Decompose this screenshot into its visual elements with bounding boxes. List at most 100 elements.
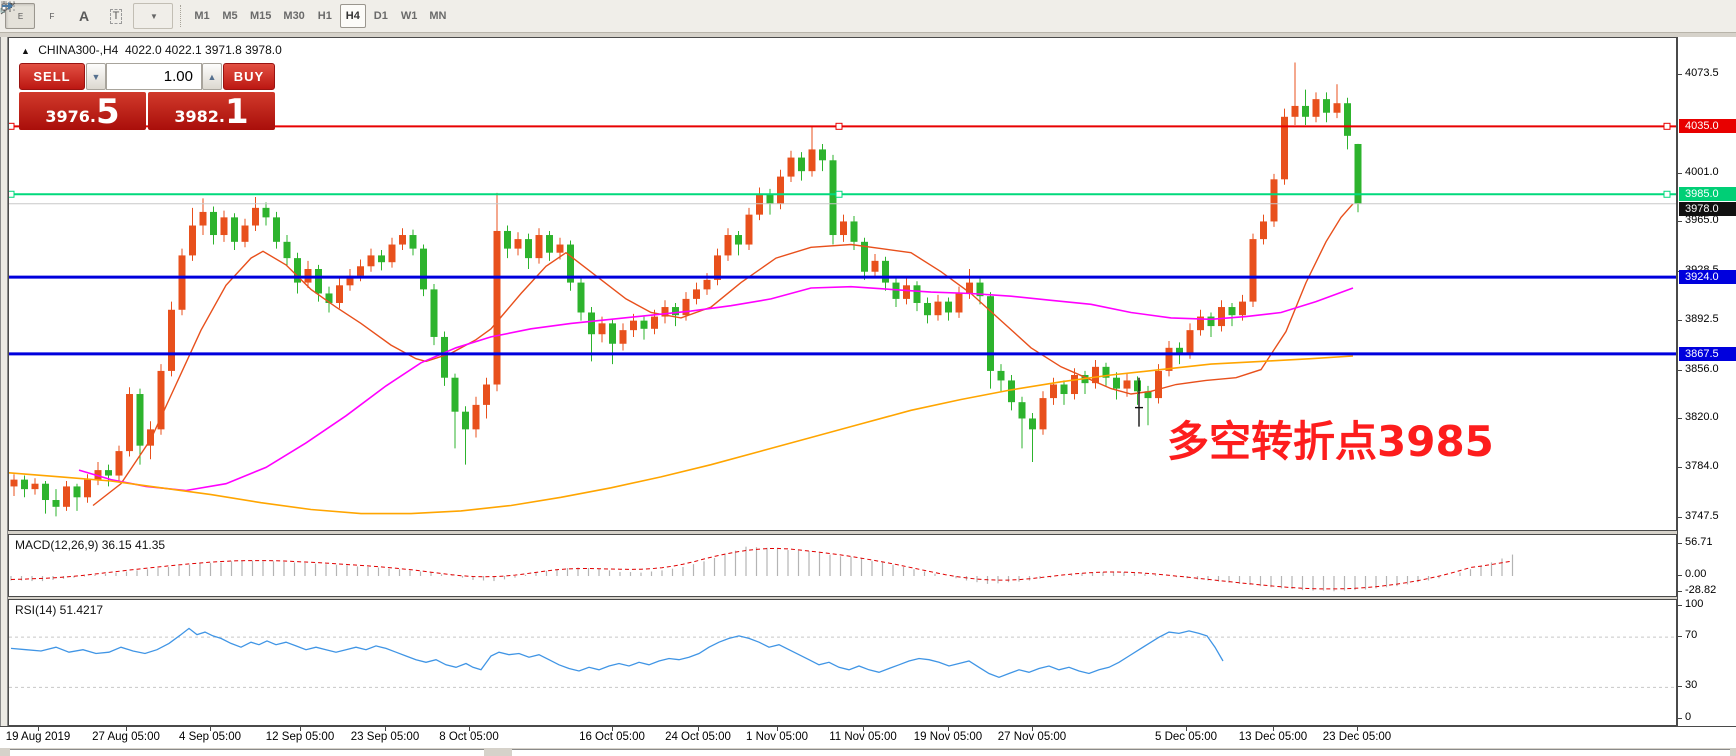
- price-tick: [1678, 418, 1682, 419]
- date-tick: [385, 727, 386, 731]
- hline-handle[interactable]: [835, 190, 843, 198]
- candle: [252, 196, 259, 231]
- date-tick: [210, 727, 211, 731]
- sell-button[interactable]: SELL: [19, 63, 85, 90]
- candle: [777, 169, 784, 210]
- candle: [609, 319, 616, 365]
- timeframe-button-m1[interactable]: M1: [194, 10, 210, 22]
- price-tick: [1678, 173, 1682, 174]
- hline-handle[interactable]: [835, 122, 843, 130]
- bottom-subwindow-right: [512, 749, 1730, 756]
- candle: [189, 207, 196, 261]
- candle: [430, 283, 438, 346]
- candle: [577, 277, 585, 321]
- candle: [472, 396, 480, 438]
- letter-a-icon: A: [78, 8, 90, 24]
- cursor-tool-button[interactable]: ▼: [0, 2, 173, 29]
- candle: [367, 248, 375, 272]
- candle: [420, 244, 427, 297]
- chart-e-label: E: [17, 11, 24, 21]
- candle: [10, 474, 18, 496]
- timeframe-button-m15[interactable]: M15: [250, 10, 272, 22]
- candle: [735, 230, 742, 256]
- price-axis[interactable]: 4073.54001.03965.03928.53892.53856.03820…: [1677, 37, 1736, 726]
- candle: [157, 364, 165, 435]
- candle: [661, 300, 669, 324]
- candle: [1081, 370, 1089, 395]
- candle: [1291, 62, 1299, 125]
- candle: [1344, 97, 1351, 150]
- candle: [441, 331, 448, 386]
- candle: [241, 218, 249, 248]
- candle: [1281, 108, 1288, 185]
- price-tag-3978.0: 3978.0: [1679, 202, 1736, 216]
- symbol-quote: 4022.0 4022.1 3971.8 3978.0: [124, 43, 282, 57]
- hline-handle[interactable]: [9, 190, 15, 198]
- candle: [745, 207, 753, 250]
- timeframe-button-w1[interactable]: W1: [400, 10, 418, 22]
- candle: [808, 126, 816, 177]
- price-tag-3924.0: 3924.0: [1679, 270, 1736, 284]
- candle: [903, 278, 910, 305]
- candle: [1260, 214, 1267, 245]
- symbol-name: CHINA300-,H4: [38, 43, 119, 57]
- candle: [1354, 143, 1362, 213]
- timeframe-button-mn[interactable]: MN: [429, 10, 447, 22]
- price-tag-3985.0: 3985.0: [1679, 187, 1736, 201]
- letter-t-icon: T: [109, 8, 123, 24]
- date-label: 27 Aug 05:00: [92, 731, 160, 743]
- hline-handle[interactable]: [1663, 190, 1671, 198]
- grid-icon-button[interactable]: F: [1, 1, 67, 29]
- candle: [514, 232, 522, 256]
- candle: [378, 249, 385, 271]
- candle: [955, 286, 963, 318]
- text-label-button[interactable]: T: [101, 3, 131, 29]
- candle: [1155, 364, 1162, 404]
- date-tick: [777, 727, 778, 731]
- candle: [640, 316, 648, 340]
- timeframe-button-d1[interactable]: D1: [373, 10, 388, 22]
- price-label: 3784.0: [1685, 460, 1719, 472]
- date-label: 13 Dec 05:00: [1238, 731, 1308, 743]
- candle: [409, 229, 417, 256]
- candle: [199, 198, 207, 236]
- volume-increase-button[interactable]: ▲: [202, 63, 222, 90]
- hline-handle[interactable]: [9, 122, 15, 130]
- timeframe-button-m5[interactable]: M5: [222, 10, 238, 22]
- sell-price-box[interactable]: 3976. 5: [19, 92, 146, 130]
- volume-decrease-button[interactable]: ▼: [86, 63, 106, 90]
- main-chart-panel: ▲ CHINA300-,H4 4022.0 4022.1 3971.8 3978…: [8, 37, 1677, 531]
- rsi-panel: RSI(14) 51.4217: [8, 599, 1677, 726]
- price-tick: [1678, 74, 1682, 75]
- sell-price-int: 3976: [45, 107, 90, 126]
- date-label: 23 Dec 05:00: [1322, 731, 1392, 743]
- timeframe-button-h4[interactable]: H4: [339, 4, 366, 28]
- volume-input[interactable]: [106, 63, 202, 90]
- candle: [1249, 233, 1257, 308]
- buy-price-dot: .: [218, 107, 225, 126]
- ma-slow-line: [9, 355, 1354, 515]
- chevron-down-icon: ▼: [150, 11, 158, 21]
- price-tick: [1678, 221, 1682, 222]
- candle: [325, 286, 333, 313]
- chart-text-annotation[interactable]: 多空转折点3985: [1167, 417, 1494, 466]
- timeframe-button-h1[interactable]: H1: [317, 10, 332, 22]
- candle: [388, 237, 396, 268]
- buy-button[interactable]: BUY: [223, 63, 275, 90]
- text-annotation-button[interactable]: A: [69, 3, 99, 29]
- ma-fast-line: [92, 203, 1354, 507]
- candle: [399, 228, 406, 250]
- macd-label: 56.71: [1685, 536, 1713, 548]
- candle: [882, 256, 889, 291]
- candle: [136, 388, 144, 465]
- time-axis[interactable]: 19 Aug 2019 27 Aug 05:00 4 Sep 05:00 12 Sep…: [0, 726, 1736, 748]
- date-tick: [698, 727, 699, 731]
- timeframe-button-m30[interactable]: M30: [283, 10, 305, 22]
- price-label: 3856.0: [1685, 363, 1719, 375]
- rsi-tick: [1678, 605, 1682, 606]
- hline-handle[interactable]: [1663, 122, 1671, 130]
- date-tick: [948, 727, 949, 731]
- date-tick: [612, 727, 613, 731]
- candle: [126, 387, 133, 457]
- buy-price-box[interactable]: 3982. 1: [148, 92, 275, 130]
